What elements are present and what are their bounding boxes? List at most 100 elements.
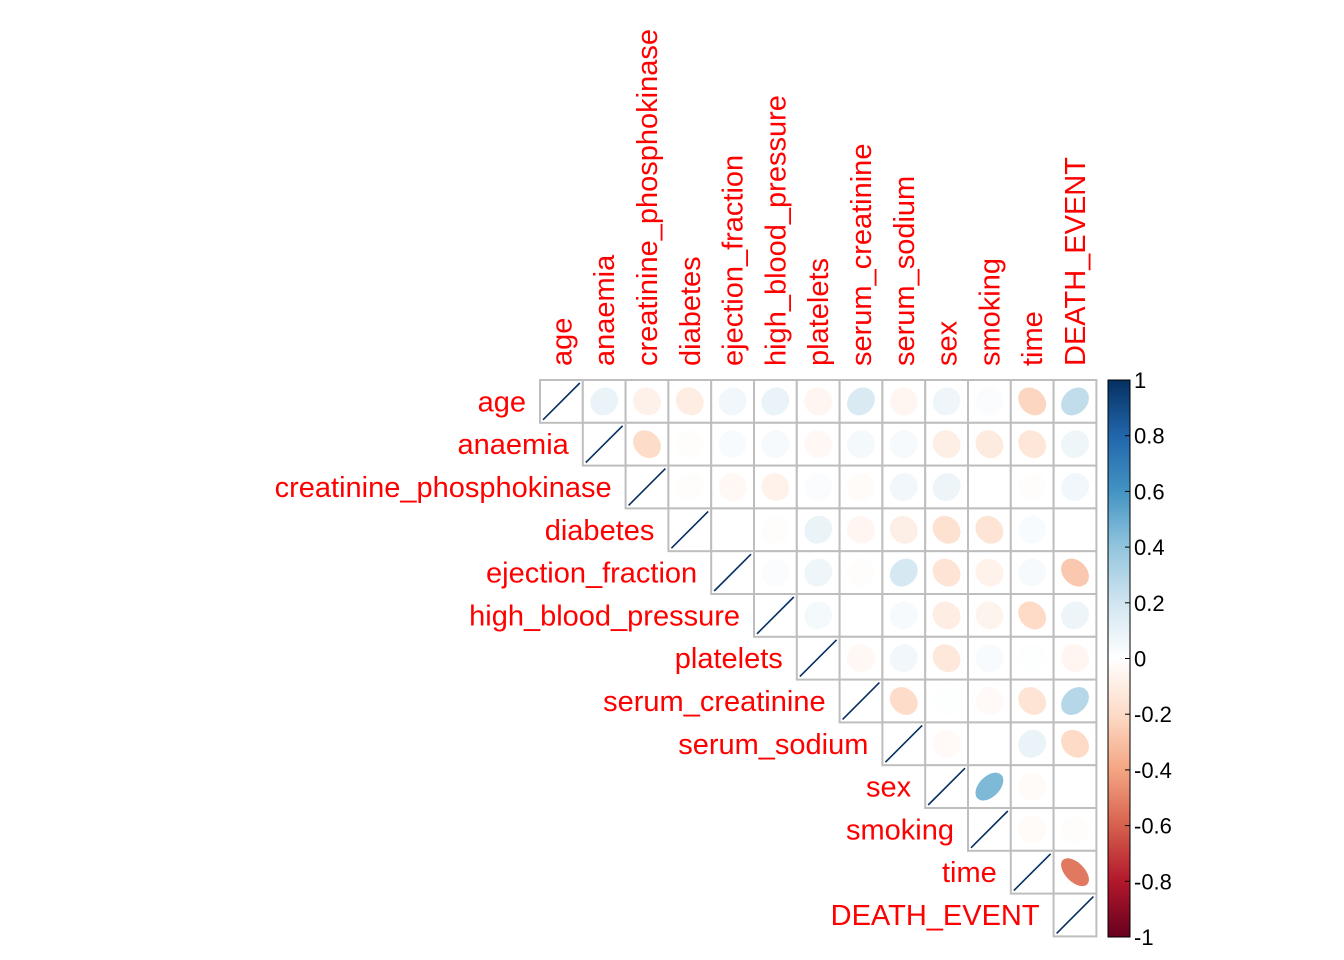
matrix-cell (710, 550, 756, 596)
matrix-cell (881, 464, 927, 510)
matrix-cell (838, 421, 884, 467)
matrix-cell (1009, 807, 1055, 852)
correlation-ellipse (1061, 473, 1089, 501)
correlation-ellipse (718, 515, 747, 544)
matrix-cell (881, 507, 927, 553)
correlation-ellipse (1061, 601, 1089, 630)
matrix-cell (795, 421, 841, 467)
cell-border (1052, 507, 1098, 553)
correlation-ellipse (975, 473, 1004, 501)
correlation-ellipse (1061, 815, 1089, 844)
matrix-cell (581, 421, 627, 467)
colorbar-tick-label: 1 (1134, 368, 1146, 393)
correlation-ellipse (889, 515, 918, 544)
matrix-cell (967, 764, 1012, 810)
correlation-ellipse (718, 387, 747, 416)
matrix-cell (924, 635, 970, 681)
column-label: platelets (803, 258, 835, 366)
column-label: ejection_fraction (718, 155, 750, 366)
matrix-cell (1052, 593, 1098, 638)
matrix-cell (1052, 849, 1098, 895)
correlation-ellipse (975, 601, 1004, 630)
matrix-cell (753, 464, 798, 510)
colorbar-tick-label: -0.2 (1134, 702, 1172, 727)
diagonal-mark (670, 510, 709, 549)
correlation-ellipse (1061, 430, 1089, 459)
row-labels: age anaemia creatinine_phosphokinasediabet… (275, 386, 1040, 932)
correlation-ellipse (932, 430, 961, 459)
matrix-cell (881, 379, 927, 424)
row-label: creatinine_phosphokinase (275, 472, 612, 504)
colorbar-tick-label: 0.6 (1134, 479, 1165, 504)
diagonal-mark (713, 553, 752, 592)
colorbar-tick-label: 0.2 (1134, 591, 1165, 616)
matrix-cell (795, 507, 841, 553)
matrix-cell (924, 421, 970, 467)
correlation-ellipse (847, 430, 875, 459)
row-label: diabetes (545, 515, 655, 547)
matrix-cell (1052, 635, 1098, 681)
matrix-cell (1009, 379, 1055, 424)
correlation-ellipse (889, 473, 918, 501)
matrix-cell (624, 464, 670, 510)
matrix-cell (1009, 721, 1055, 767)
correlation-ellipse (932, 687, 961, 715)
correlation-ellipse (932, 558, 961, 587)
correlation-ellipse (975, 687, 1004, 715)
colorbar-legend: 1 0.8 0.6 0.4 0.2 0 -0.2 -0.4 -0.6 -0.8 -1 (1107, 368, 1172, 950)
correlation-ellipse (761, 558, 790, 587)
correlation-ellipse (975, 729, 1004, 758)
matrix-cell (710, 421, 756, 467)
diagonal-mark (927, 767, 966, 806)
correlation-ellipse (847, 387, 875, 416)
matrix-cell (581, 379, 627, 424)
correlation-ellipse (932, 729, 961, 758)
correlation-ellipse (761, 473, 790, 501)
matrix-cell (1052, 464, 1098, 510)
matrix-cell (667, 464, 713, 510)
correlation-ellipse (932, 473, 961, 501)
correlation-ellipse (675, 387, 704, 416)
matrix-cell (967, 464, 1012, 510)
matrix-cell (753, 379, 798, 424)
matrix-cell (838, 507, 884, 553)
matrix-cell (967, 379, 1012, 424)
correlation-ellipse (718, 430, 747, 459)
matrix-cell (838, 379, 884, 424)
diagonal-mark (542, 382, 581, 421)
matrix-cell (881, 550, 927, 596)
matrix-cell (710, 507, 756, 553)
correlation-ellipse (718, 473, 747, 501)
matrix-cell (1009, 635, 1055, 681)
matrix-cell (881, 635, 927, 681)
correlation-ellipse (804, 387, 833, 416)
correlation-ellipse (975, 558, 1004, 587)
colorbar-tick-label: -0.4 (1134, 758, 1172, 783)
matrix-cell (795, 379, 841, 424)
matrix-cell (1009, 593, 1055, 638)
correlation-ellipse (932, 515, 961, 544)
column-label: DEATH_EVENT (1060, 157, 1092, 366)
matrix-cell (624, 421, 670, 467)
matrix-cell (753, 507, 798, 553)
matrix-cell (1009, 764, 1055, 810)
matrix-cell (710, 379, 756, 424)
row-label: smoking (846, 814, 954, 846)
correlation-ellipse (1018, 601, 1047, 630)
colorbar-tick-label: 0.4 (1134, 535, 1165, 560)
matrix-cell (967, 635, 1012, 681)
matrix-cell (753, 550, 798, 596)
correlation-ellipse (675, 473, 704, 501)
column-label: sex (932, 320, 964, 366)
matrix-cell (667, 379, 713, 424)
matrix-cell (1052, 764, 1098, 810)
correlation-ellipse (1018, 558, 1047, 587)
matrix-cell (1052, 678, 1098, 724)
matrix-cell (710, 464, 756, 510)
correlation-ellipse (847, 558, 875, 587)
matrix-cell (1009, 421, 1055, 467)
matrix-cell (838, 635, 884, 681)
correlation-ellipse (975, 430, 1004, 459)
diagonal-mark (842, 682, 880, 720)
matrix-cell (881, 721, 927, 767)
